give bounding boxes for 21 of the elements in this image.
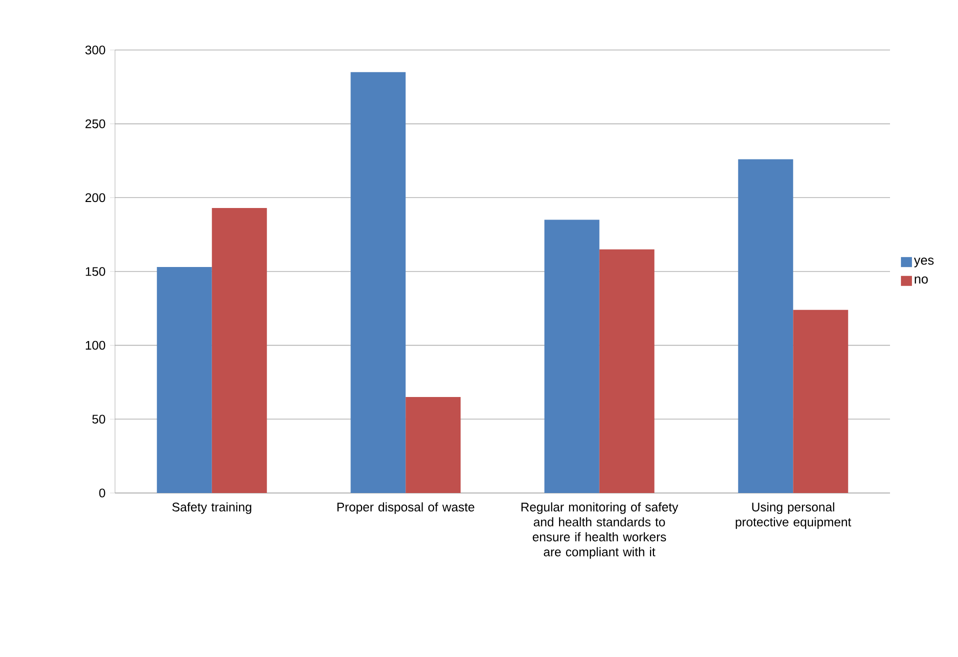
legend-label: no <box>914 276 928 284</box>
y-tick-label: 250 <box>86 119 106 128</box>
y-tick-label: 300 <box>85 46 106 54</box>
bar <box>406 397 461 493</box>
y-tick-label: 100 <box>86 340 106 350</box>
bar <box>212 208 267 493</box>
x-tick-label: Proper disposal of waste <box>337 502 474 514</box>
bar <box>544 220 600 493</box>
x-tick-label: Using personal protective equipment <box>736 502 852 529</box>
bar <box>599 249 654 493</box>
bar <box>738 159 794 493</box>
bar <box>793 310 848 493</box>
y-tick-label: 150 <box>86 267 106 276</box>
bar <box>350 72 406 493</box>
legend-label: yes <box>914 258 934 268</box>
y-tick-label: 0 <box>99 488 106 498</box>
x-tick-label: Safety training <box>172 502 252 514</box>
y-tick-label: 50 <box>92 414 106 424</box>
bar <box>156 267 212 493</box>
y-tick-label: 200 <box>86 193 106 202</box>
x-tick-label: Regular monitoring of safety and health standards to ensure if health workers are compliant with it <box>521 502 678 559</box>
